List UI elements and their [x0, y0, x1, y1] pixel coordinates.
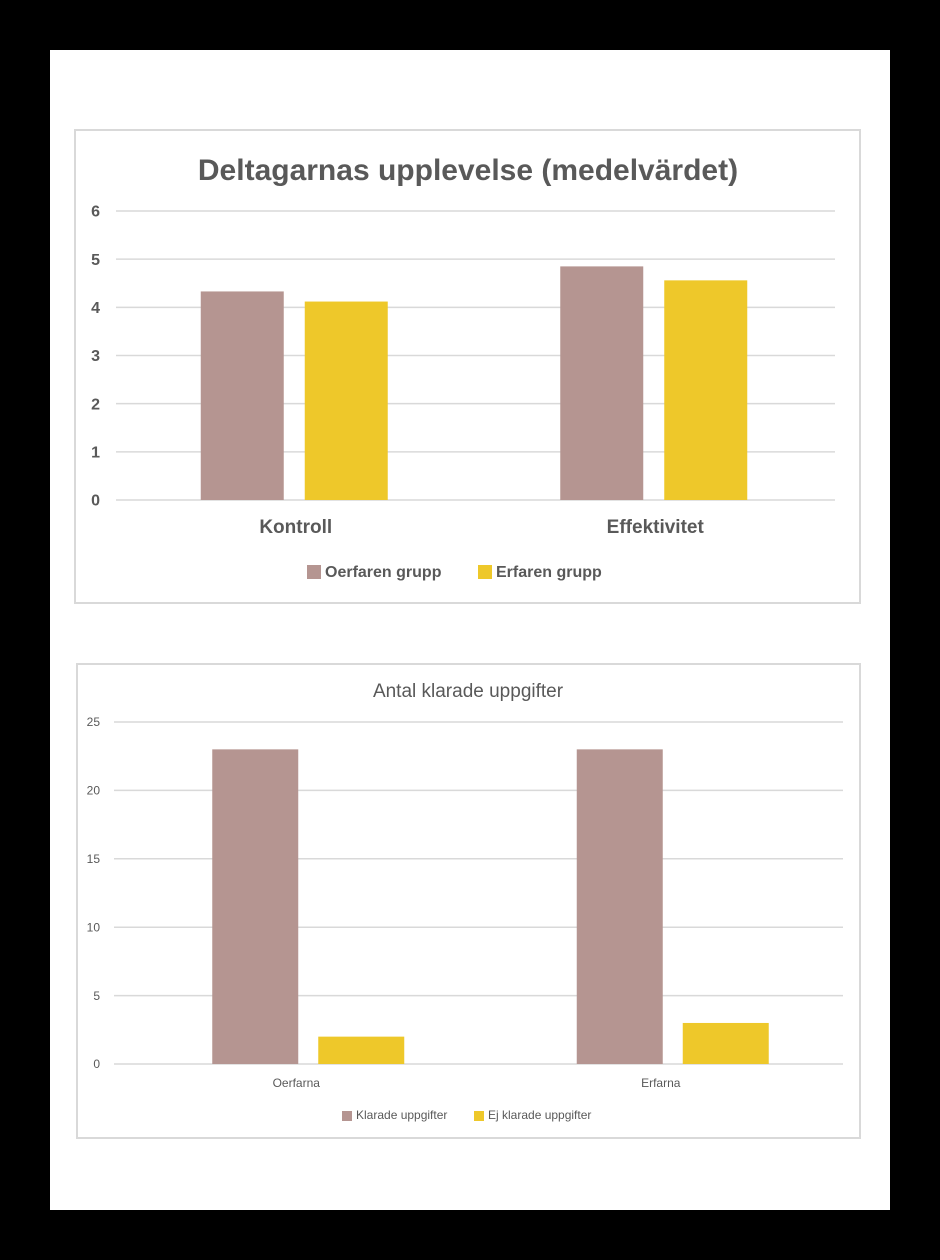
legend-label: Klarade uppgifter	[356, 1108, 447, 1122]
y-tick-label: 0	[93, 1057, 100, 1071]
y-tick-label: 5	[91, 252, 100, 269]
bar-2-2	[664, 280, 748, 500]
legend-label: Oerfaren grupp	[325, 564, 442, 581]
chart-completed-tasks-svg: Antal klarade uppgifter 0 5 10 15 20 25 Oerfarn…	[87, 681, 843, 1122]
y-tick-label: 5	[93, 989, 100, 1003]
bar-1-1	[200, 291, 284, 500]
y-tick-label: 25	[87, 715, 101, 729]
bar-1-2	[560, 266, 644, 500]
bar-2-1	[318, 1036, 405, 1064]
y-tick-label: 20	[87, 784, 101, 798]
legend-label: Erfaren grupp	[496, 564, 602, 581]
chart-title: Deltagarnas upplevelse (medelvärdet)	[198, 154, 738, 187]
y-tick-label: 15	[87, 852, 101, 866]
legend-swatch	[342, 1111, 352, 1121]
bar-2-1	[304, 301, 388, 500]
y-tick-label: 3	[91, 348, 100, 365]
bar-2-2	[682, 1022, 769, 1064]
chart-completed-tasks: Antal klarade uppgifter 0 5 10 15 20 25 Oerfarn…	[76, 663, 861, 1139]
x-tick-label: Erfarna	[641, 1076, 681, 1090]
y-tick-label: 2	[91, 396, 100, 413]
legend-label: Ej klarade uppgifter	[488, 1108, 591, 1122]
chart-participant-experience-svg: Deltagarnas upplevelse (medelvärdet) 0 1 2 3…	[91, 154, 835, 581]
y-tick-label: 0	[91, 493, 100, 510]
legend-swatch	[478, 565, 492, 579]
legend-swatch	[474, 1111, 484, 1121]
x-tick-label: Oerfarna	[273, 1076, 321, 1090]
x-tick-label: Effektivitet	[607, 517, 705, 538]
bar-1-1	[212, 749, 299, 1064]
y-tick-label: 6	[91, 204, 100, 221]
bar-1-2	[576, 749, 663, 1064]
y-tick-label: 10	[87, 920, 101, 934]
chart-participant-experience: Deltagarnas upplevelse (medelvärdet) 0 1 2 3…	[74, 129, 861, 604]
y-tick-label: 1	[91, 444, 100, 461]
legend-swatch	[307, 565, 321, 579]
y-tick-label: 4	[91, 300, 100, 317]
x-tick-label: Kontroll	[259, 517, 332, 538]
chart-title: Antal klarade uppgifter	[373, 681, 564, 702]
